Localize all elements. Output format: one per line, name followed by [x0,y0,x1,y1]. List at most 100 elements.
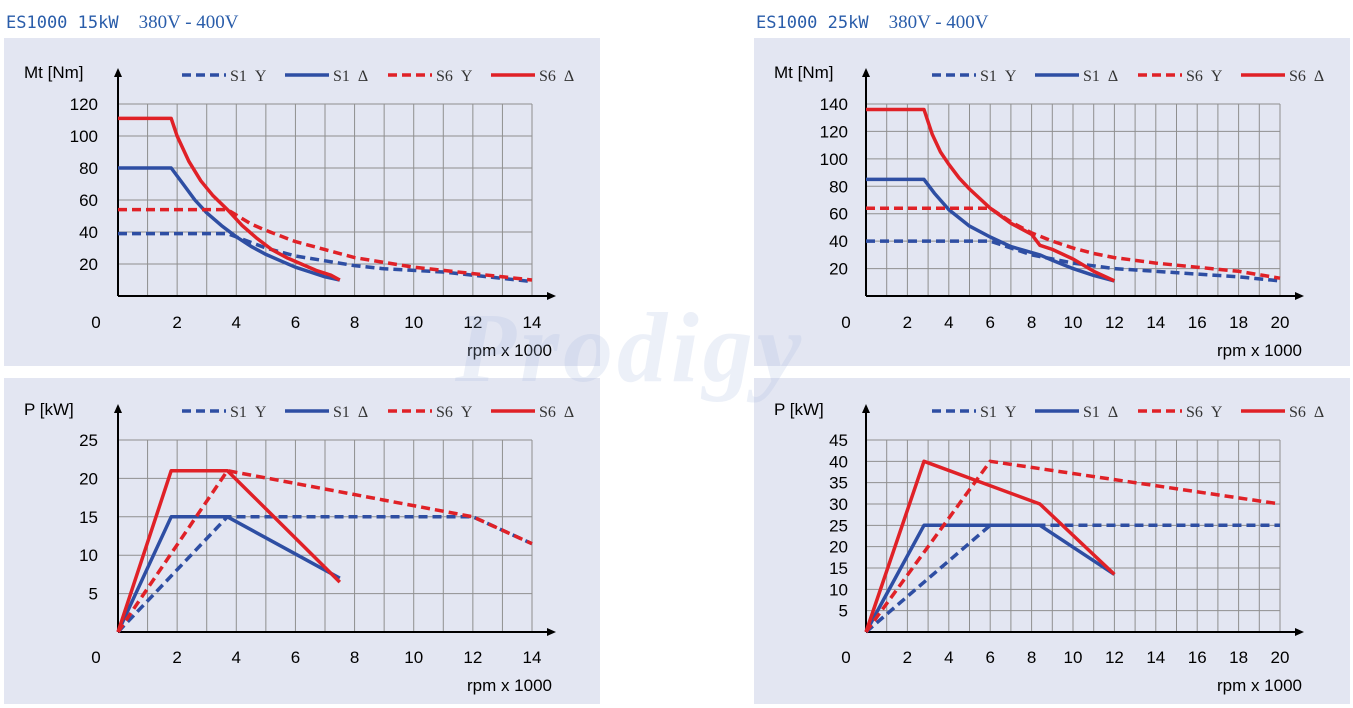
y-axis-arrow [114,68,122,77]
axes [114,404,556,636]
y-tick-label: 100 [70,127,98,146]
legend: S1 Y S1 Δ S6 Y S6 Δ [182,404,574,421]
legend-label: S1 Δ [1083,68,1118,85]
grid [866,103,1281,296]
y-tick-label: 30 [829,495,848,514]
x-tick-label: 8 [1027,648,1036,667]
x-tick-label: 20 [1271,648,1290,667]
x-axis-label: rpm x 1000 [1217,341,1302,360]
y-tick-label: 20 [829,260,848,279]
x-tick-label: 14 [1146,648,1165,667]
series-line-s1-y [864,523,1280,634]
legend-label: S6 Y [436,68,473,85]
y-axis-label: P [kW] [24,400,74,419]
x-tick-label: 10 [1064,313,1083,332]
x-tick-label: 2 [903,648,912,667]
y-tick-label: 60 [829,205,848,224]
x-axis-arrow [547,292,556,300]
y-tick-label: 80 [79,159,98,178]
y-tick-label: 20 [829,538,848,557]
x-tick-label: 8 [1027,313,1036,332]
series-line-s1-delta [118,166,341,282]
legend-label: S1 Y [980,68,1017,85]
x-tick-label: 10 [1064,648,1083,667]
y-axis-arrow [862,68,870,77]
legend-label: S6 Δ [1289,68,1324,85]
series-line-s6-delta [116,468,342,633]
y-tick-label: 20 [79,469,98,488]
legend-label: S6 Δ [539,404,574,421]
x-tick-label: 8 [350,648,359,667]
chart-power-25kw: 0 2 4 6 8 10 12 14 16 18 20 5 10 15 20 25 30 35 40 45 P [kW]… [754,378,1350,704]
axes [114,68,556,300]
chart-power-25kw-svg: 0 2 4 6 8 10 12 14 16 18 20 5 10 15 20 25 30 35 40 45 P [kW]… [774,400,1324,695]
x-tick-label: 12 [1105,313,1124,332]
series-line-s6-y [118,207,533,282]
y-tick-label: 10 [829,580,848,599]
voltage-range: 380V - 400V [138,12,239,33]
x-tick-label: 4 [944,648,953,667]
x-axis-arrow [1295,628,1304,636]
legend-label: S6 Y [1186,404,1223,421]
heading-25kw: ES1000 25kW 380V - 400V [756,10,989,36]
legend: S1 Y S1 Δ S6 Y S6 Δ [932,404,1324,421]
legend-label: S1 Δ [1083,404,1118,421]
legend-label: S6 Y [436,404,473,421]
legend-label: S1 Y [230,404,267,421]
chart-power-15kw: 0 2 4 6 8 10 12 14 5 10 15 20 25 P [kW] rpm x 1000 S1 Y… [4,378,600,704]
series-line-s6-y [864,459,1281,634]
x-tick-label: 4 [944,313,953,332]
legend: S1 Y S1 Δ S6 Y S6 Δ [182,68,574,85]
legend-label: S6 Δ [539,68,574,85]
y-tick-label: 25 [79,431,98,450]
x-axis-arrow [547,628,556,636]
x-tick-label: 12 [463,648,482,667]
y-tick-label: 20 [79,255,98,274]
x-tick-label: 16 [1188,313,1207,332]
x-tick-label: 10 [404,648,423,667]
y-tick-label: 40 [79,223,98,242]
x-tick-label: 4 [232,648,241,667]
x-tick-label: 0 [841,648,850,667]
x-axis-label: rpm x 1000 [1217,676,1302,695]
x-tick-label: 20 [1271,313,1290,332]
y-tick-label: 100 [820,150,848,169]
x-tick-label: 12 [463,313,482,332]
x-tick-label: 0 [91,648,100,667]
y-tick-label: 10 [79,546,98,565]
x-tick-label: 6 [985,648,994,667]
x-tick-label: 14 [523,313,542,332]
series-line-s1-delta [866,177,1115,283]
y-tick-label: 15 [79,508,98,527]
series-line-s1-delta [864,523,1116,633]
x-axis-arrow [1295,292,1304,300]
y-axis-label: Mt [Nm] [774,63,834,82]
x-tick-label: 2 [903,313,912,332]
model-title: ES1000 15kW [6,13,119,33]
y-tick-label: 15 [829,559,848,578]
x-tick-label: 6 [291,648,300,667]
legend-label: S6 Y [1186,68,1223,85]
x-tick-label: 6 [985,313,994,332]
legend-label: S6 Δ [1289,404,1324,421]
series-line-s6-delta [118,116,341,282]
y-tick-label: 5 [89,585,98,604]
x-tick-label: 2 [172,313,181,332]
series-line-s1-delta [116,515,341,633]
legend-label: S1 Y [230,68,267,85]
legend-label: S1 Δ [333,404,368,421]
chart-torque-25kw-svg: 0 2 4 6 8 10 12 14 16 18 20 20 40 60 80 100 120 140 Mt [Nm… [774,63,1324,360]
grid [118,439,533,632]
x-tick-label: 4 [232,313,241,332]
y-tick-label: 120 [70,95,98,114]
x-tick-label: 16 [1188,648,1207,667]
chart-torque-15kw-svg: 0 2 4 6 8 10 12 14 20 40 60 80 100 120 Mt [Nm] rpm x 10… [24,63,574,360]
chart-torque-15kw: 0 2 4 6 8 10 12 14 20 40 60 80 100 120 Mt [Nm] rpm x 10… [4,38,600,366]
x-tick-label: 8 [350,313,359,332]
legend-label: S1 Δ [333,68,368,85]
x-tick-label: 2 [172,648,181,667]
heading-15kw: ES1000 15kW 380V - 400V [6,10,239,36]
y-axis-label: Mt [Nm] [24,63,84,82]
axes [862,404,1304,636]
x-tick-label: 18 [1229,648,1248,667]
